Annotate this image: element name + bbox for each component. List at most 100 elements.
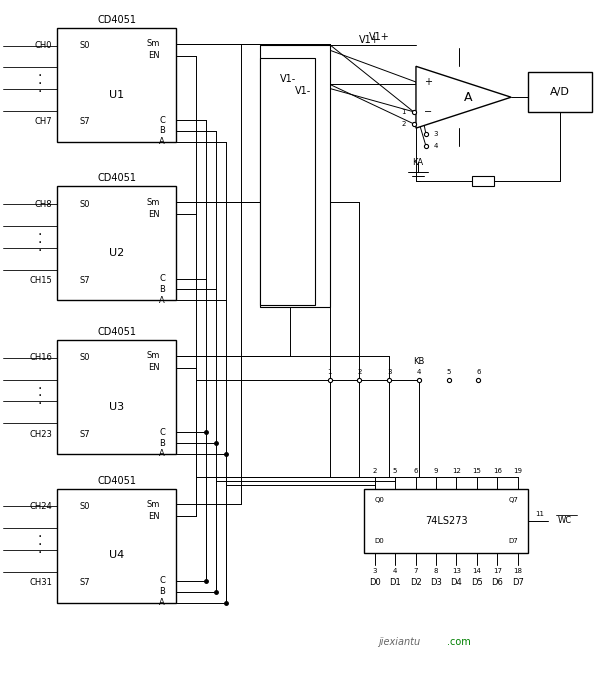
Text: ·: ·	[37, 546, 41, 560]
Text: jiexiantu: jiexiantu	[378, 637, 420, 647]
Text: 5: 5	[393, 468, 397, 474]
Text: C: C	[159, 274, 165, 283]
Text: B: B	[159, 126, 165, 136]
Text: CD4051: CD4051	[97, 15, 136, 25]
Text: CH7: CH7	[35, 117, 52, 126]
Text: 4: 4	[416, 369, 421, 375]
Text: +: +	[424, 77, 432, 87]
Text: 13: 13	[452, 568, 461, 574]
Text: −: −	[424, 107, 432, 117]
Text: V1-: V1-	[295, 86, 311, 97]
Text: WC: WC	[558, 516, 572, 525]
Text: C: C	[159, 115, 165, 124]
Text: .com: .com	[447, 637, 471, 647]
Text: S0: S0	[79, 200, 89, 209]
Text: ·: ·	[37, 381, 41, 396]
Text: D3: D3	[430, 578, 442, 587]
Text: ·: ·	[37, 70, 41, 84]
Text: 12: 12	[452, 468, 461, 474]
Text: ·: ·	[37, 78, 41, 91]
Text: 6: 6	[476, 369, 481, 375]
Text: Sm: Sm	[147, 39, 160, 48]
Text: 3: 3	[434, 131, 438, 137]
Text: A: A	[159, 137, 165, 146]
Text: S7: S7	[79, 578, 90, 587]
Polygon shape	[416, 66, 511, 128]
Text: 15: 15	[472, 468, 482, 474]
Text: A: A	[465, 90, 473, 104]
Bar	[260, 45, 330, 307]
Text: 2: 2	[373, 468, 377, 474]
Text: ·: ·	[37, 398, 41, 411]
Text: EN: EN	[148, 363, 160, 372]
Text: B: B	[159, 439, 165, 448]
Text: CH15: CH15	[30, 276, 52, 285]
Bar	[57, 489, 176, 603]
Text: CD4051: CD4051	[97, 173, 136, 184]
Text: 17: 17	[492, 568, 502, 574]
Text: KA: KA	[412, 158, 424, 167]
Text: KB: KB	[413, 357, 424, 367]
Text: ·: ·	[37, 236, 41, 250]
Bar	[364, 489, 528, 553]
Text: EN: EN	[148, 51, 160, 60]
Text: 3: 3	[373, 568, 377, 574]
Text: Sm: Sm	[147, 351, 160, 360]
Bar	[57, 340, 176, 454]
Text: Sm: Sm	[147, 198, 160, 207]
Text: A/D: A/D	[550, 87, 570, 97]
Bar	[57, 28, 176, 142]
Text: V1+: V1+	[359, 34, 380, 45]
Text: D0: D0	[369, 578, 381, 587]
Text: Q0: Q0	[375, 497, 384, 504]
Text: 4: 4	[434, 143, 438, 148]
Text: 1: 1	[328, 369, 332, 375]
Text: 8: 8	[434, 568, 438, 574]
Text: CH31: CH31	[29, 578, 52, 587]
Text: Q7: Q7	[508, 497, 518, 504]
Text: 2: 2	[358, 369, 362, 375]
Text: 74LS273: 74LS273	[425, 516, 468, 526]
Text: U4: U4	[109, 551, 125, 560]
Text: CD4051: CD4051	[97, 476, 136, 486]
Text: 5: 5	[446, 369, 451, 375]
Text: V1-: V1-	[280, 74, 297, 84]
Text: D7: D7	[508, 538, 518, 544]
Text: ·: ·	[37, 228, 41, 242]
Text: B: B	[159, 587, 165, 596]
Text: S0: S0	[79, 41, 89, 50]
Bar	[260, 57, 315, 305]
Text: 4: 4	[393, 568, 397, 574]
Text: 2: 2	[402, 121, 406, 127]
Text: ·: ·	[37, 538, 41, 552]
Text: CH0: CH0	[35, 41, 52, 50]
Text: S0: S0	[79, 502, 89, 511]
Text: D1: D1	[389, 578, 401, 587]
Text: CH8: CH8	[35, 200, 52, 209]
Text: ·: ·	[37, 530, 41, 544]
Text: S7: S7	[79, 276, 90, 285]
Bar	[57, 186, 176, 300]
Text: C: C	[159, 428, 165, 437]
Text: EN: EN	[148, 512, 160, 521]
Text: D0: D0	[375, 538, 384, 544]
Text: 1: 1	[401, 109, 406, 115]
Text: V1+: V1+	[369, 32, 390, 42]
Text: 7: 7	[413, 568, 418, 574]
Text: CD4051: CD4051	[97, 327, 136, 337]
Text: 19: 19	[513, 468, 522, 474]
Text: U1: U1	[109, 90, 124, 100]
Text: CH16: CH16	[29, 353, 52, 362]
Text: 18: 18	[513, 568, 522, 574]
Text: 16: 16	[492, 468, 502, 474]
Text: 11: 11	[535, 511, 544, 517]
Bar	[528, 72, 592, 112]
Text: EN: EN	[148, 210, 160, 219]
Text: Sm: Sm	[147, 500, 160, 509]
Text: D2: D2	[410, 578, 421, 587]
Text: B: B	[159, 285, 165, 294]
Text: D4: D4	[451, 578, 462, 587]
Text: S7: S7	[79, 117, 90, 126]
Text: CH23: CH23	[29, 429, 52, 439]
Text: U3: U3	[109, 402, 124, 412]
